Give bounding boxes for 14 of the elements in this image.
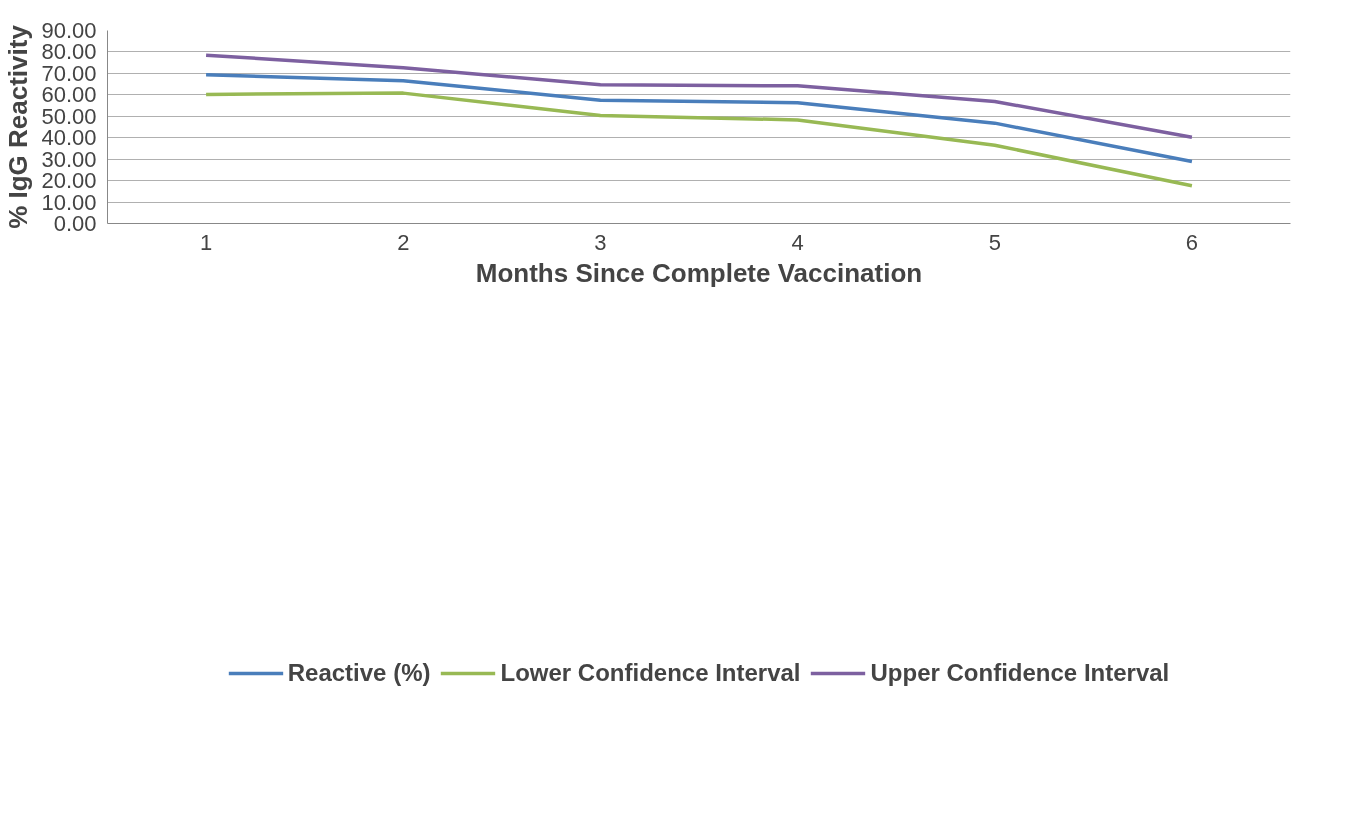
line-series	[204, 53, 1194, 140]
x-tick-label: 1	[199, 229, 213, 255]
x-axis-title: Months Since Complete Vaccination	[475, 257, 923, 288]
x-tick-label: 6	[1185, 229, 1199, 255]
x-tick-label: 3	[594, 229, 607, 255]
legend-label: Lower Confidence Interval	[500, 659, 801, 687]
x-tick-label: 4	[791, 229, 804, 255]
x-tick-label: 5	[988, 229, 1001, 255]
x-tick-label: 2	[397, 229, 410, 255]
line-series	[204, 72, 1194, 164]
y-axis-title: % IgG Reactivity	[3, 24, 34, 229]
line-series	[204, 91, 1194, 188]
legend-label: Upper Confidence Interval	[870, 659, 1170, 687]
legend-label: Reactive (%)	[287, 659, 431, 687]
